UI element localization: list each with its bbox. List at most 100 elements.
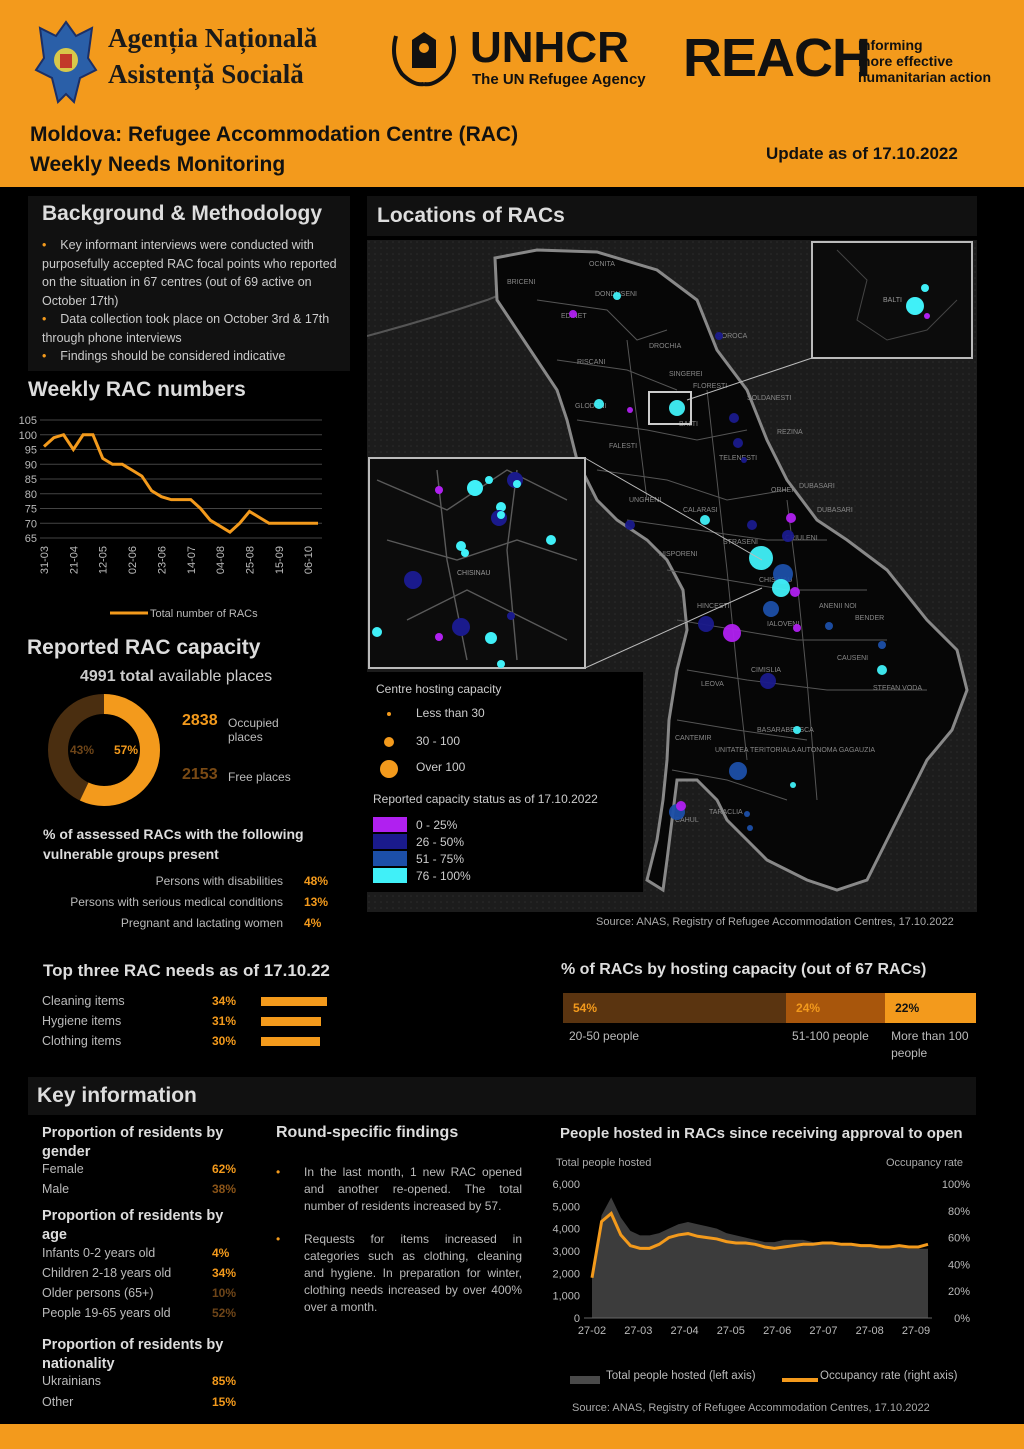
x-tick-label: 27-08 <box>856 1325 884 1337</box>
background-bullet-text: Data collection took place on October 3r… <box>42 312 330 345</box>
background-bullet-text: Key informant interviews were conducted … <box>42 238 337 308</box>
reach-wordmark: REACH <box>683 28 871 88</box>
hosting-segment-value: 22% <box>895 1001 920 1015</box>
reach-tagline-2: more effective <box>858 53 953 69</box>
right-tick-label: 20% <box>948 1286 970 1298</box>
anas-name: Agenția Națională Asistență Socială <box>108 20 317 92</box>
left-tick-label: 0 <box>574 1313 580 1325</box>
resident-label: Male <box>42 1182 70 1196</box>
report-title-line-1: Moldova: Refugee Accommodation Centre (R… <box>30 123 519 146</box>
occupancy-line <box>590 1211 929 1279</box>
marker-small-icon <box>387 712 391 716</box>
free-value: 2153 <box>182 766 218 783</box>
resident-value: 52% <box>212 1306 237 1320</box>
x-tick-label: 27-05 <box>717 1325 745 1337</box>
bullet-icon: • <box>276 1165 281 1179</box>
district-label: CRIULENI <box>785 535 818 542</box>
rac-marker <box>790 587 800 597</box>
y-tick-label: 100 <box>19 430 37 442</box>
round-finding-text: In the last month, 1 new RAC opened and … <box>304 1165 522 1213</box>
status-legend-label: 76 - 100% <box>416 869 471 883</box>
anas-line-1: Agenția Națională <box>108 23 318 53</box>
rac-marker <box>372 627 382 637</box>
x-tick-label: 27-07 <box>809 1325 837 1337</box>
district-label: OCNITA <box>589 261 615 268</box>
y-tick-label: 80 <box>25 489 37 501</box>
rac-marker <box>786 513 796 523</box>
anas-emblem-icon <box>34 20 98 104</box>
resident-label: People 19-65 years old <box>42 1306 171 1320</box>
x-tick-label: 12-05 <box>98 546 110 574</box>
vulnerable-value: 4% <box>304 916 322 930</box>
round-finding-text: Requests for items increased in categori… <box>304 1232 522 1314</box>
balti-inset-label: BALTI <box>883 297 902 304</box>
capacity-total-label: available places <box>158 668 273 685</box>
gender-title: Proportion of residents by gender <box>42 1125 224 1160</box>
resident-value: 85% <box>212 1374 237 1388</box>
district-label: NISPORENI <box>659 551 698 558</box>
nationality-title: Proportion of residents by nationality <box>42 1337 224 1372</box>
resident-label: Older persons (65+) <box>42 1286 154 1300</box>
district-label: BASARABEASCA <box>757 727 814 734</box>
district-label: CAUSENI <box>837 655 868 662</box>
status-legend-swatch <box>373 851 407 866</box>
district-label: DROCHIA <box>649 343 682 350</box>
rac-markers <box>569 292 887 831</box>
round-finding: • Requests for items increased in catego… <box>276 1231 522 1316</box>
vulnerable-title: % of assessed RACs with the following vu… <box>43 826 304 862</box>
rac-marker <box>676 801 686 811</box>
hosting-segment-value: 54% <box>573 1001 598 1015</box>
moldova-outline <box>493 248 969 893</box>
marker-large-icon <box>380 760 398 778</box>
district-label: BENDER <box>855 615 884 622</box>
left-tick-label: 1,000 <box>552 1291 580 1303</box>
left-tick-label: 4,000 <box>552 1224 580 1236</box>
unhcr-wordmark: UNHCR <box>470 23 629 72</box>
vulnerable-value: 13% <box>304 895 329 909</box>
bullet-icon: • <box>276 1232 281 1246</box>
right-tick-label: 100% <box>942 1179 970 1191</box>
header-band: Agenția Națională Asistență Socială UNHC… <box>0 0 1024 187</box>
background-bullet: • Data collection took place on October … <box>42 312 330 345</box>
key-info-title: Key information <box>37 1084 197 1107</box>
rac-marker <box>467 480 483 496</box>
left-axis-title: Total people hosted <box>556 1157 652 1169</box>
update-date: Update as of 17.10.2022 <box>766 144 958 163</box>
rac-marker <box>461 549 469 557</box>
x-tick-label: 15-09 <box>274 546 286 574</box>
rac-marker <box>497 660 505 668</box>
right-axis-title: Occupancy rate <box>886 1157 964 1169</box>
need-label: Hygiene items <box>42 1014 122 1028</box>
background-bullet: • Key informant interviews were conducte… <box>42 238 337 308</box>
district-label: CAHUL <box>675 817 699 824</box>
need-bar <box>261 1017 322 1026</box>
legend-line-swatch <box>782 1378 818 1382</box>
vulnerable-value: 48% <box>304 874 329 888</box>
vulnerable-label: Persons with serious medical conditions <box>70 895 283 909</box>
map-title: Locations of RACs <box>377 204 565 227</box>
rac-marker <box>456 541 466 551</box>
people-area <box>592 1197 928 1318</box>
rac-marker <box>404 571 422 589</box>
rac-marker <box>825 622 833 630</box>
need-value: 31% <box>212 1014 237 1028</box>
inset-connector <box>584 587 763 669</box>
need-bar <box>261 1037 320 1046</box>
rac-marker <box>452 618 470 636</box>
resident-label: Infants 0-2 years old <box>42 1246 156 1260</box>
status-legend-title: Reported capacity status as of 17.10.202… <box>373 792 598 806</box>
marker-medium-icon <box>384 737 394 747</box>
hosting-segment-label: 51-100 people <box>792 1029 869 1043</box>
rac-marker <box>906 297 924 315</box>
rac-marker <box>772 579 790 597</box>
rac-marker <box>747 520 757 530</box>
donut-occupied-label: 57% <box>114 743 138 757</box>
rac-marker <box>507 612 515 620</box>
reach-tagline: Informing more effective humanitarian ac… <box>858 37 991 85</box>
vulnerable-label: Pregnant and lactating women <box>120 916 283 930</box>
vulnerable-row: Persons with serious medical conditions … <box>28 895 338 916</box>
hosting-capacity-title: % of RACs by hosting capacity (out of 67… <box>561 961 927 978</box>
vulnerable-list: Persons with disabilities 48% Persons wi… <box>28 874 338 937</box>
right-tick-label: 60% <box>948 1233 970 1245</box>
map-svg: OCNITABRICENIDONDUSENIEDINETDROCHIASOROC… <box>367 240 977 912</box>
